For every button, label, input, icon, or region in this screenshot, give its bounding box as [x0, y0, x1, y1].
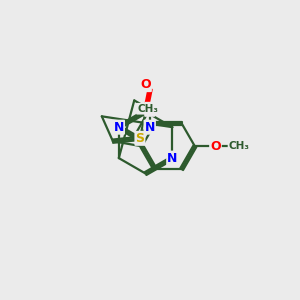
Text: N: N — [145, 121, 155, 134]
Text: N: N — [167, 152, 178, 165]
Text: O: O — [140, 78, 151, 91]
Text: N: N — [114, 121, 124, 134]
Text: S: S — [135, 132, 144, 145]
Text: S: S — [145, 103, 154, 116]
Text: CH₃: CH₃ — [229, 141, 250, 151]
Text: CH₃: CH₃ — [137, 104, 158, 114]
Text: O: O — [210, 140, 221, 153]
